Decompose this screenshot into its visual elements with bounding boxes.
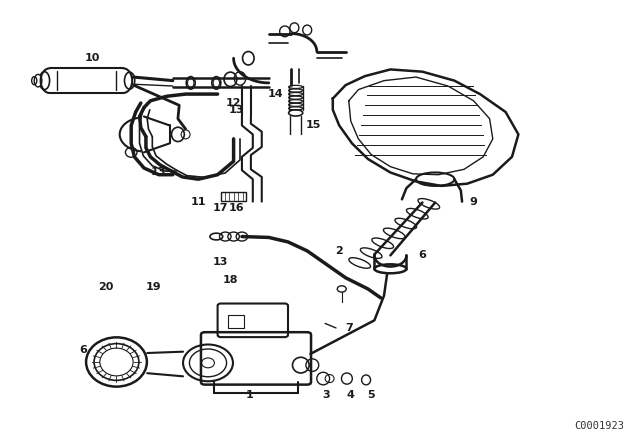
Text: 20: 20 (98, 282, 113, 292)
Text: 9: 9 (470, 197, 477, 207)
Bar (221, 192, 246, 201)
Text: 19: 19 (146, 282, 161, 292)
Text: 15: 15 (306, 121, 321, 130)
Text: 17: 17 (213, 203, 228, 213)
Ellipse shape (35, 74, 42, 87)
Ellipse shape (186, 77, 195, 89)
Text: 4: 4 (347, 390, 355, 400)
Text: 11: 11 (191, 197, 206, 207)
Text: 3: 3 (323, 390, 330, 400)
Text: 13: 13 (213, 257, 228, 267)
Ellipse shape (224, 72, 237, 86)
Text: 2: 2 (335, 246, 343, 256)
Text: 6: 6 (79, 345, 87, 355)
Text: 5: 5 (367, 390, 375, 400)
Text: 10: 10 (85, 53, 100, 63)
Text: 7: 7 (345, 323, 353, 333)
Text: 6: 6 (419, 250, 426, 260)
Text: 13: 13 (151, 168, 166, 177)
Ellipse shape (243, 52, 254, 65)
Ellipse shape (212, 77, 221, 89)
Text: 18: 18 (223, 275, 238, 285)
Text: 14: 14 (268, 89, 283, 99)
Text: 12: 12 (226, 98, 241, 108)
Text: 13: 13 (229, 105, 244, 115)
Bar (228, 314, 244, 328)
Text: C0001923: C0001923 (574, 421, 624, 431)
Text: 1: 1 (246, 390, 253, 400)
Text: 16: 16 (229, 203, 244, 213)
